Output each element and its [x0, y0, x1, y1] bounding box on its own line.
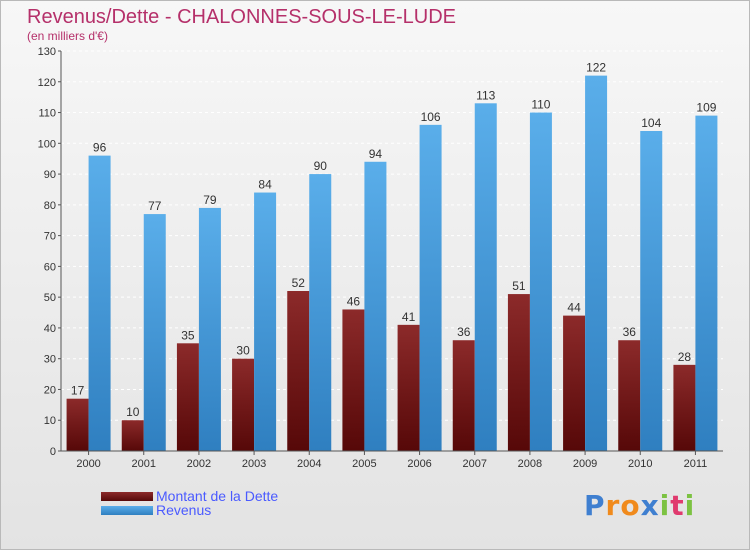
chart-title: Revenus/Dette - CHALONNES-SOUS-LE-LUDE [27, 6, 457, 28]
bar-dette [673, 364, 696, 451]
bars [66, 75, 718, 452]
data-label: 35 [181, 328, 195, 342]
logo-letter: P [584, 489, 606, 522]
bar-revenus [364, 161, 387, 451]
bar-dette [397, 324, 420, 451]
logo-letter: x [640, 489, 660, 522]
bar-revenus [419, 124, 442, 451]
data-label: 79 [203, 193, 217, 207]
bar-revenus [143, 214, 166, 451]
x-tick-label: 2010 [628, 458, 652, 470]
logo-letter: i [659, 489, 671, 522]
logo-letter: t [670, 489, 685, 522]
legend-swatch-revenus [101, 506, 153, 515]
data-label: 84 [258, 178, 272, 192]
logo-letter: i [684, 489, 696, 522]
data-label: 77 [148, 199, 162, 213]
y-tick-label: 70 [44, 231, 56, 243]
data-label: 10 [126, 405, 140, 419]
data-label: 90 [314, 159, 328, 173]
bar-revenus [198, 207, 221, 451]
bar-dette [452, 340, 475, 451]
legend-label-revenus: Revenus [156, 502, 212, 518]
data-label: 110 [531, 98, 550, 112]
legend-swatch-dette [101, 492, 153, 501]
bar-dette [342, 309, 365, 451]
y-tick-label: 20 [44, 384, 56, 396]
data-label: 52 [292, 276, 306, 290]
data-label: 109 [696, 101, 716, 115]
y-tick-label: 0 [50, 446, 56, 458]
data-label: 36 [457, 325, 471, 339]
y-tick-label: 80 [44, 200, 56, 212]
data-label: 122 [586, 61, 606, 75]
data-label: 51 [512, 279, 526, 293]
y-tick-label: 100 [38, 138, 56, 150]
y-tick-label: 120 [38, 77, 56, 89]
data-label: 17 [71, 384, 85, 398]
x-tick-label: 2003 [242, 458, 266, 470]
axes: 0 10 20 30 40 50 60 70 80 90 100 110 120 130 2000 2001 2… [38, 46, 723, 470]
data-label: 104 [641, 116, 661, 130]
bar-dette [121, 420, 144, 451]
bar-revenus [254, 192, 277, 452]
x-tick-label: 2007 [463, 458, 487, 470]
data-label: 44 [567, 301, 581, 315]
x-tick-label: 2008 [518, 458, 542, 470]
bar-revenus [309, 174, 332, 452]
bar-revenus [88, 155, 111, 451]
bar-dette [176, 343, 199, 451]
bar-dette [507, 294, 530, 451]
x-tick-label: 2004 [297, 458, 321, 470]
y-tick-label: 110 [38, 108, 56, 120]
y-tick-label: 90 [44, 169, 56, 181]
bar-revenus [474, 103, 497, 452]
bar-dette [287, 291, 310, 451]
data-label: 113 [476, 88, 495, 102]
y-tick-label: 30 [44, 354, 56, 366]
y-tick-label: 50 [44, 292, 56, 304]
x-tick-label: 2005 [352, 458, 376, 470]
data-label: 96 [93, 141, 107, 155]
y-tick-label: 130 [38, 46, 56, 58]
x-tick-label: 2000 [76, 458, 100, 470]
logo-letter: r [605, 489, 621, 522]
grid-lines [61, 50, 723, 452]
bar-dette [66, 398, 89, 451]
data-label: 46 [347, 294, 361, 308]
data-label: 41 [402, 310, 416, 324]
bar-dette [618, 340, 641, 451]
bar-revenus [695, 115, 718, 451]
chart-subtitle: (en milliers d'€) [27, 29, 108, 43]
data-label: 94 [369, 147, 383, 161]
x-tick-label: 2009 [573, 458, 597, 470]
bar-revenus [585, 75, 608, 451]
y-tick-label: 40 [44, 323, 56, 335]
bar-dette [232, 358, 255, 451]
x-tick-label: 2001 [132, 458, 156, 470]
data-label: 106 [421, 110, 441, 124]
x-tick-label: 2002 [187, 458, 211, 470]
bar-revenus [529, 112, 552, 452]
value-labels: 17 96 10 77 35 79 30 84 52 90 46 94 41 106 36 113 51 110 4… [71, 61, 717, 420]
y-tick-label: 60 [44, 261, 56, 273]
data-label: 36 [623, 325, 637, 339]
bar-revenus [640, 131, 663, 451]
data-label: 28 [678, 350, 692, 364]
legend-label-dette: Montant de la Dette [156, 488, 279, 504]
x-tick-label: 2011 [684, 458, 708, 470]
proxiti-logo: Proxiti [584, 489, 695, 522]
y-tick-label: 10 [44, 415, 56, 427]
logo-letter: o [620, 489, 641, 522]
x-tick-label: 2006 [407, 458, 431, 470]
bar-dette [563, 315, 586, 451]
data-label: 30 [236, 344, 250, 358]
